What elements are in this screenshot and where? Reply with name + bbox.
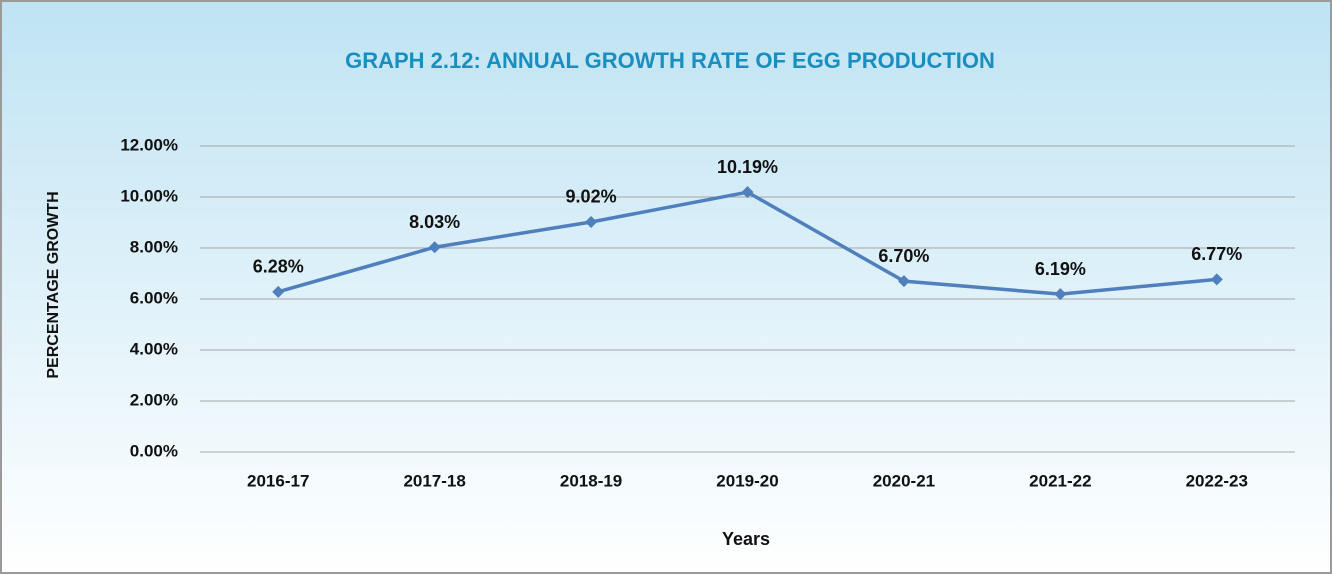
y-tick-label: 10.00% [120,186,178,205]
x-tick-label: 2018-19 [560,471,622,490]
data-label: 10.19% [717,157,778,177]
x-tick-label: 2016-17 [247,471,309,490]
chart-title: GRAPH 2.12: ANNUAL GROWTH RATE OF EGG PR… [345,48,995,73]
data-label: 8.03% [409,212,460,232]
data-label: 6.19% [1035,259,1086,279]
x-tick-label: 2022-23 [1186,471,1248,490]
y-tick-label: 4.00% [130,339,178,358]
y-tick-label: 12.00% [120,135,178,154]
y-axis-title: PERCENTAGE GROWTH [45,191,62,378]
x-axis-title: Years [722,529,770,549]
data-point [585,215,598,228]
x-tick-label: 2021-22 [1029,471,1091,490]
y-tick-label: 6.00% [130,288,178,307]
x-tick-label: 2019-20 [716,471,778,490]
data-point [428,241,441,254]
data-point [272,285,285,298]
x-tick-label: 2020-21 [873,471,935,490]
data-point [1054,288,1067,301]
y-tick-label: 2.00% [130,390,178,409]
data-label: 6.77% [1191,244,1242,264]
y-tick-label: 8.00% [130,237,178,256]
x-tick-label: 2017-18 [403,471,465,490]
data-point [741,186,754,199]
data-label: 9.02% [566,187,617,207]
data-label: 6.28% [253,257,304,277]
y-tick-label: 0.00% [130,441,178,460]
data-point [1210,273,1223,286]
data-point [897,275,910,288]
data-label: 6.70% [878,246,929,266]
